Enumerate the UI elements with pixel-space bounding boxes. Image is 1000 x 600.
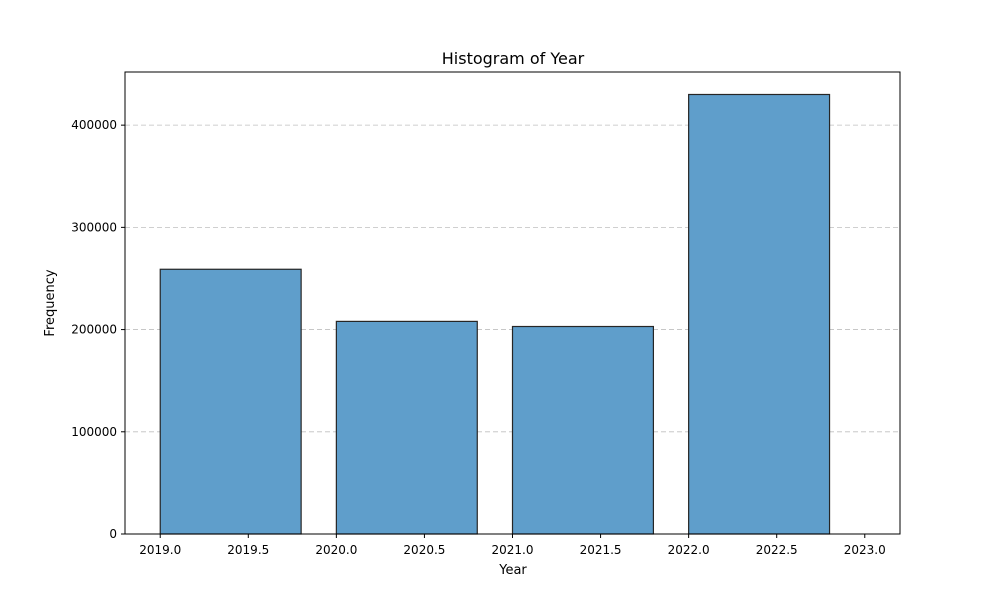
x-tick-label: 2023.0: [844, 543, 886, 557]
bars-layer: [159, 93, 831, 535]
x-tick-label: 2020.0: [315, 543, 357, 557]
y-axis-label: Frequency: [43, 269, 58, 336]
x-tick-label: 2020.5: [403, 543, 445, 557]
bar-0: [159, 268, 302, 535]
x-tick-label: 2021.0: [492, 543, 534, 557]
x-tick-label: 2019.0: [139, 543, 181, 557]
x-axis-label: Year: [498, 563, 527, 578]
y-tick-label: 0: [109, 527, 117, 541]
x-tick-label: 2019.5: [227, 543, 269, 557]
bar-2: [511, 325, 655, 535]
y-tick-label: 400000: [71, 118, 117, 132]
chart-title: Histogram of Year: [442, 49, 585, 68]
y-axis: 0 100000 200000 300000 400000: [71, 118, 125, 541]
y-tick-label: 100000: [71, 425, 117, 439]
x-tick-label: 2021.5: [580, 543, 622, 557]
y-tick-label: 300000: [71, 220, 117, 234]
x-tick-label: 2022.5: [756, 543, 798, 557]
bar-1: [335, 320, 478, 535]
x-tick-label: 2022.0: [668, 543, 710, 557]
bar-3: [688, 93, 831, 535]
x-axis: 2019.0 2019.5 2020.0 2020.5 2021.0 2021.5 2022…: [139, 534, 886, 557]
y-tick-label: 200000: [71, 323, 117, 337]
